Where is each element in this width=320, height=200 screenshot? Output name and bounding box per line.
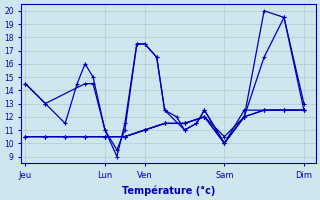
X-axis label: Température (°c): Température (°c) [122, 185, 215, 196]
